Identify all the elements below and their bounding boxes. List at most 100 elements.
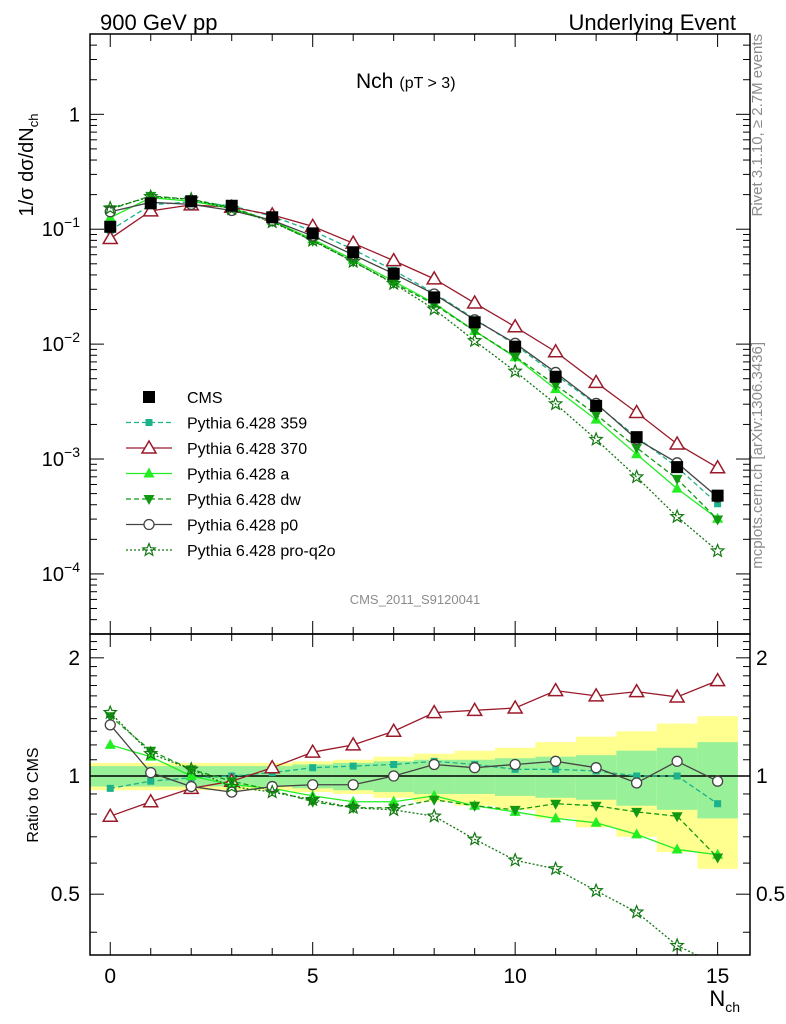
- x-axis-label-sub: ch: [725, 999, 740, 1015]
- main-point-1-13: [628, 403, 645, 419]
- ratio-point-0-14: [673, 772, 681, 780]
- main-point-5-14: [669, 508, 685, 524]
- chart-title: Nch (pT > 3): [356, 70, 456, 93]
- x-axis-label-main: N: [709, 986, 725, 1011]
- ratio-point-4-0: [104, 719, 116, 731]
- main-point-1-0: [101, 230, 119, 245]
- ratio-point-5-12: [588, 882, 604, 898]
- data-point-0: [104, 220, 117, 233]
- ratio-point-1-15: [709, 672, 726, 687]
- legend-entry-4: Pythia 6.428 dw: [126, 492, 301, 509]
- data-point-3: [225, 199, 238, 212]
- data-point-6: [347, 246, 360, 259]
- ratio-point-5-7: [385, 801, 402, 817]
- ratio-point-1-0: [101, 807, 119, 822]
- ratio-point-5-6: [345, 799, 361, 815]
- ratio-point-3-13: [631, 807, 643, 818]
- legend-marker-5: [143, 518, 155, 531]
- main-point-5-13: [628, 468, 645, 484]
- legend: CMS Pythia 6.428 359 Pythia 6.428 370 Pythi…: [126, 390, 336, 560]
- ratio-point-5-0: [102, 704, 118, 720]
- ratio-point-3-7: [388, 803, 400, 814]
- ratio-series-line-2: [110, 744, 718, 856]
- ratio-point-5-5: [304, 791, 321, 807]
- main-series-line-2: [109, 197, 718, 520]
- ratio-plot-area: [101, 672, 726, 955]
- y-tick-base-2: 10: [42, 334, 64, 356]
- main-point-5-9: [466, 332, 483, 348]
- ratio-series-line-4: [109, 724, 718, 793]
- main-series-line-1: [109, 204, 718, 469]
- ratio-point-1-8: [425, 704, 443, 719]
- ratio-point-4-15: [711, 775, 724, 787]
- main-series-data: [104, 195, 724, 502]
- y-tick-label-ratio-l-2: 2: [68, 647, 80, 670]
- ratio-point-5-13: [628, 904, 645, 919]
- data-point-2: [185, 195, 198, 208]
- main-point-1-15: [709, 459, 726, 474]
- y-axis-label-top-sub: ch: [26, 114, 41, 128]
- main-point-5-15: [709, 542, 726, 558]
- main-point-2-14: [671, 482, 683, 493]
- main-point-1-7: [385, 252, 402, 267]
- y-tick-label-top-1: 10−3: [42, 444, 80, 471]
- ratio-point-2-13: [631, 828, 643, 839]
- ratio-point-0-11: [552, 765, 560, 773]
- y-tick-label-top-2: 10−2: [42, 329, 80, 356]
- ratio-point-5-3: [223, 778, 240, 794]
- legend-entry-3: Pythia 6.428 a: [126, 467, 289, 484]
- legend-label-2: Pythia 6.428 370: [187, 441, 307, 458]
- ratio-point-4-14: [671, 755, 683, 767]
- main-point-1-12: [587, 373, 605, 389]
- data-point-4: [266, 211, 279, 224]
- ratio-point-4-5: [307, 779, 319, 791]
- data-point-5: [306, 227, 319, 240]
- legend-entry-2: Pythia 6.428 370: [126, 439, 307, 458]
- rivet-version-label: Rivet 3.1.10, ≥ 2.7M events: [749, 34, 766, 217]
- ratio-frame: [89, 633, 751, 956]
- ratio-point-0-0: [106, 784, 114, 792]
- data-point-12: [590, 399, 603, 412]
- ratio-point-4-9: [469, 762, 481, 774]
- ratio-point-3-14: [671, 812, 683, 823]
- main-point-3-15: [712, 515, 724, 526]
- legend-label-4: Pythia 6.428 dw: [187, 492, 301, 509]
- legend-marker-4: [143, 495, 155, 505]
- data-point-1: [144, 197, 157, 210]
- data-point-11: [549, 370, 562, 383]
- legend-label-3: Pythia 6.428 a: [187, 467, 289, 484]
- main-point-5-11: [547, 395, 564, 411]
- ratio-point-0-5: [309, 764, 317, 772]
- ratio-point-2-7: [388, 795, 400, 806]
- main-point-5-7: [385, 275, 402, 291]
- ratio-point-1-1: [142, 793, 160, 808]
- ratio-point-0-13: [633, 772, 641, 780]
- ratio-point-3-9: [469, 801, 481, 812]
- data-point-13: [630, 431, 643, 444]
- main-point-3-11: [550, 380, 562, 391]
- main-point-1-11: [547, 343, 564, 358]
- y-tick-label-ratio-r-0: 0.5: [756, 883, 785, 906]
- y-tick-label-ratio-l-1: 1: [68, 765, 80, 788]
- legend-marker-6: [141, 541, 157, 557]
- band-inner-12: [575, 755, 617, 800]
- main-series-line-0: [109, 201, 719, 505]
- legend-entry-6: Pythia 6.428 pro-q2o: [126, 541, 336, 560]
- ratio-point-4-1: [145, 766, 157, 779]
- ratio-point-4-6: [347, 779, 359, 791]
- data-point-8: [428, 291, 441, 304]
- ratio-point-3-10: [509, 805, 521, 816]
- legend-entry-5: Pythia 6.428 p0: [126, 518, 298, 535]
- main-point-3-14: [671, 474, 683, 485]
- y-tick-exp-3: −1: [64, 214, 80, 230]
- ratio-point-0-15: [714, 800, 722, 808]
- main-point-3-10: [509, 352, 521, 363]
- main-point-3-13: [631, 443, 643, 454]
- legend-label-0: CMS: [187, 390, 223, 407]
- main-series-0: [106, 198, 722, 508]
- ratio-point-3-1: [145, 746, 157, 757]
- y-tick-base-0: 10: [42, 564, 64, 586]
- ratio-point-4-7: [388, 770, 400, 782]
